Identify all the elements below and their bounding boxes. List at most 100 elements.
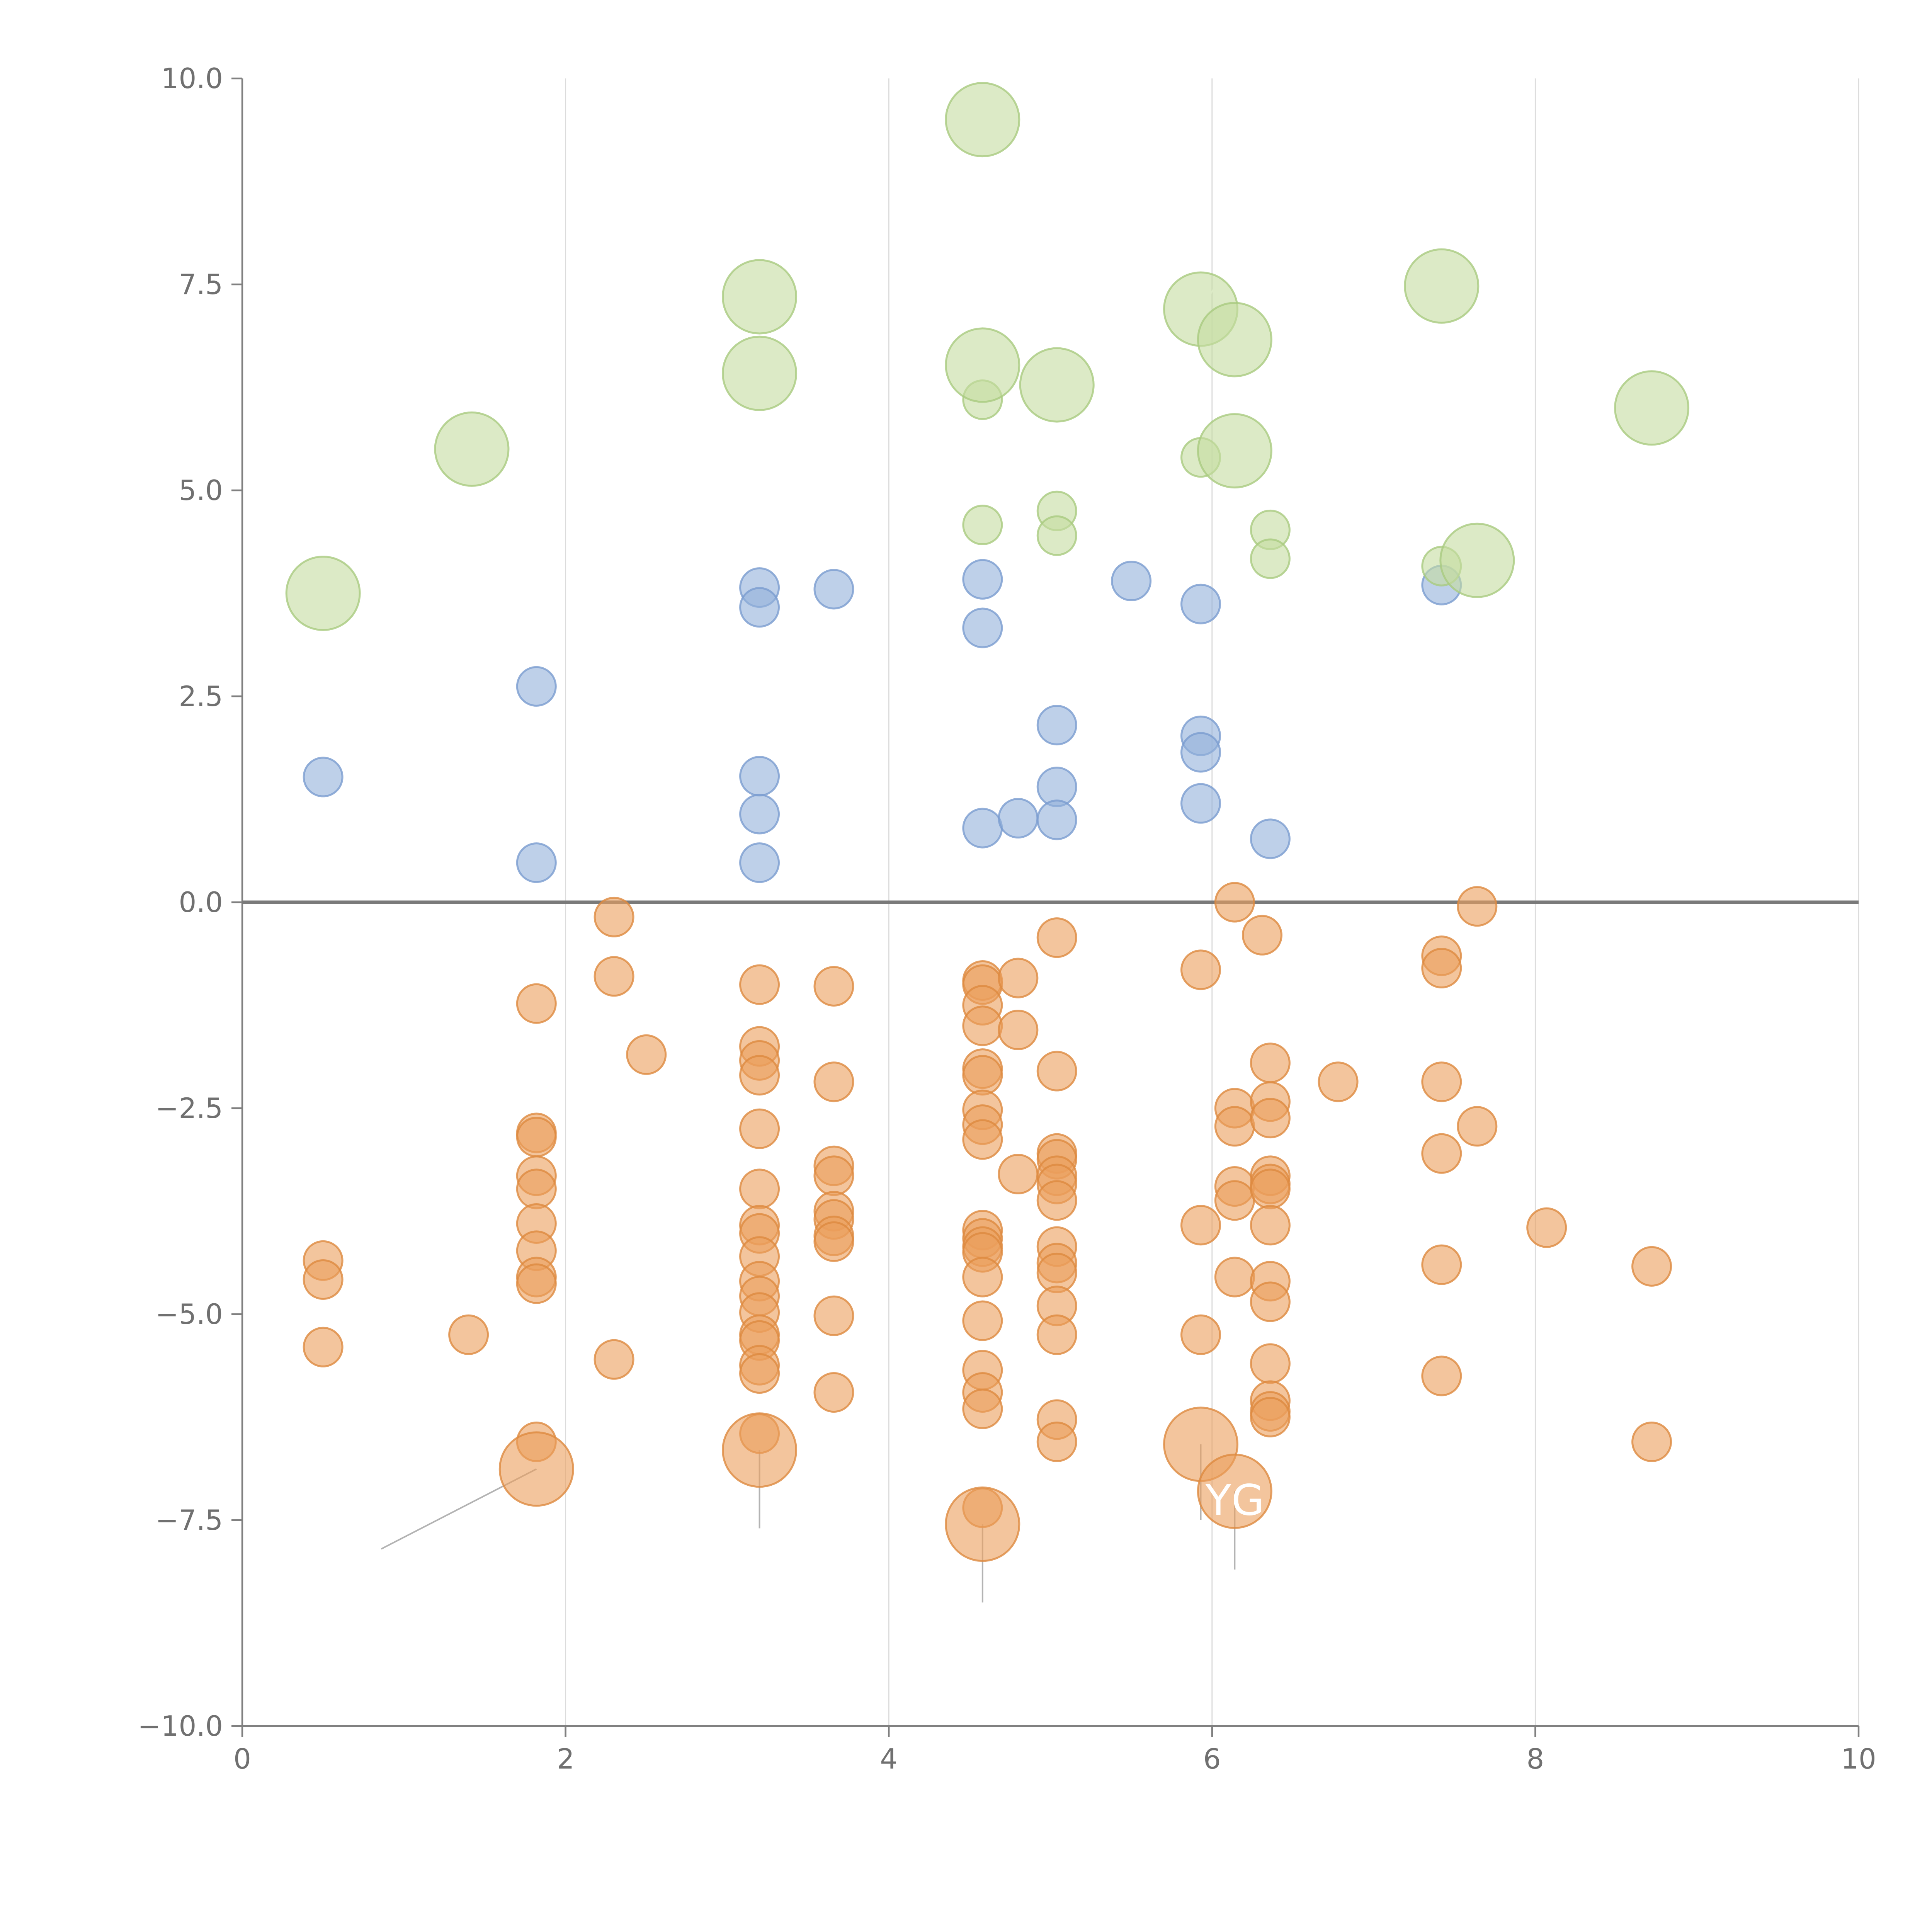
orange-point (1180, 1314, 1221, 1355)
green-large-point (1404, 248, 1480, 324)
orange-point (1318, 1061, 1359, 1102)
x-tick-label: 2 (557, 1743, 575, 1775)
orange-point (626, 1034, 667, 1075)
orange-point (739, 1108, 780, 1149)
orange-point (962, 1257, 1003, 1298)
orange-point (962, 1055, 1003, 1096)
y-tick-label: 0.0 (179, 886, 223, 918)
orange-point (1180, 949, 1221, 990)
orange-point (998, 957, 1039, 998)
green-large-point (1614, 370, 1690, 446)
orange-point (448, 1314, 489, 1355)
orange-point (1036, 917, 1077, 958)
blue-point (813, 569, 854, 610)
orange-point (1214, 1180, 1255, 1221)
y-tick-label: 10.0 (161, 62, 223, 95)
orange-point (739, 1055, 780, 1096)
y-tick-label: −5.0 (155, 1298, 223, 1330)
orange-point (1421, 1244, 1462, 1285)
green-large-point (945, 82, 1020, 158)
x-tick-label: 8 (1526, 1743, 1544, 1775)
blue-point (1036, 799, 1077, 840)
orange-point (516, 983, 557, 1024)
orange-point (1250, 1205, 1291, 1246)
blue-point (739, 794, 780, 835)
orange-point (998, 1154, 1039, 1195)
orange-point (962, 1300, 1003, 1341)
y-tick-label: −7.5 (155, 1504, 223, 1536)
orange-point (1036, 1314, 1077, 1355)
orange-point (962, 1119, 1003, 1160)
orange-point (594, 1339, 634, 1380)
blue-point (516, 842, 557, 883)
orange-point (1421, 1133, 1462, 1174)
green-large-point (1019, 347, 1095, 423)
orange-point (813, 1061, 854, 1102)
blue-point (1180, 732, 1221, 773)
orange-point (594, 896, 634, 937)
y-tick-label: 5.0 (179, 474, 223, 507)
orange-point (739, 1168, 780, 1209)
orange-point (1250, 1168, 1291, 1209)
orange-point (516, 1168, 557, 1209)
green-point (1250, 538, 1291, 579)
orange-point (1250, 1343, 1291, 1384)
orange-point (1242, 915, 1282, 956)
orange-large-point (1197, 1453, 1272, 1529)
x-tick-label: 10 (1841, 1743, 1876, 1775)
blue-point (998, 798, 1039, 839)
orange-point (303, 1327, 344, 1367)
blue-point (962, 559, 1003, 600)
blue-point (516, 666, 557, 707)
orange-point (813, 1155, 854, 1196)
orange-point (1421, 1061, 1462, 1102)
orange-point (516, 1117, 557, 1158)
orange-point (962, 1005, 1003, 1046)
axes: −10.0 −7.5 −5.0 −2.5 0.0 2.5 5.0 7.5 10.0 0 2 4 6 8 10 (138, 62, 1876, 1775)
green-large-point (1197, 413, 1272, 489)
orange-point (998, 1009, 1039, 1050)
orange-point (813, 1295, 854, 1336)
orange-point (813, 1221, 854, 1262)
orange-point (1421, 948, 1462, 989)
orange-point (1036, 1051, 1077, 1092)
blue-point (739, 756, 780, 797)
green-large-point (722, 335, 798, 411)
orange-large-point (945, 1486, 1020, 1562)
orange-point (739, 964, 780, 1005)
green-large-point (285, 556, 361, 631)
y-tick-label: 2.5 (179, 680, 223, 713)
blue-point (1036, 705, 1077, 746)
x-tick-label: 0 (233, 1743, 251, 1775)
orange-point (1214, 1106, 1255, 1147)
orange-point (1631, 1421, 1672, 1462)
x-tick-label: 4 (880, 1743, 898, 1775)
orange-point (1457, 1106, 1498, 1147)
green-point (1036, 515, 1077, 556)
green-large-point (722, 259, 798, 335)
blue-point (1111, 561, 1152, 602)
orange-large-point (722, 1412, 798, 1488)
annotations: YG (1205, 1476, 1264, 1525)
green-point (962, 505, 1003, 546)
orange-point (962, 1388, 1003, 1429)
orange-point (1457, 886, 1498, 927)
orange-point (1250, 1098, 1291, 1139)
orange-point (739, 1353, 780, 1394)
green-large-point (434, 411, 510, 487)
green-large-point (945, 327, 1020, 403)
x-tick-label: 6 (1203, 1743, 1221, 1775)
orange-point (1180, 1205, 1221, 1246)
y-tick-label: 7.5 (179, 268, 223, 301)
orange-point (1036, 1421, 1077, 1462)
orange-point (1250, 1397, 1291, 1437)
orange-point (594, 956, 634, 997)
blue-point (739, 842, 780, 883)
orange-large-point (498, 1431, 574, 1507)
orange-point (1214, 1257, 1255, 1298)
annotation-label: YG (1205, 1476, 1264, 1525)
orange-point (813, 966, 854, 1007)
data-points (285, 82, 1690, 1562)
